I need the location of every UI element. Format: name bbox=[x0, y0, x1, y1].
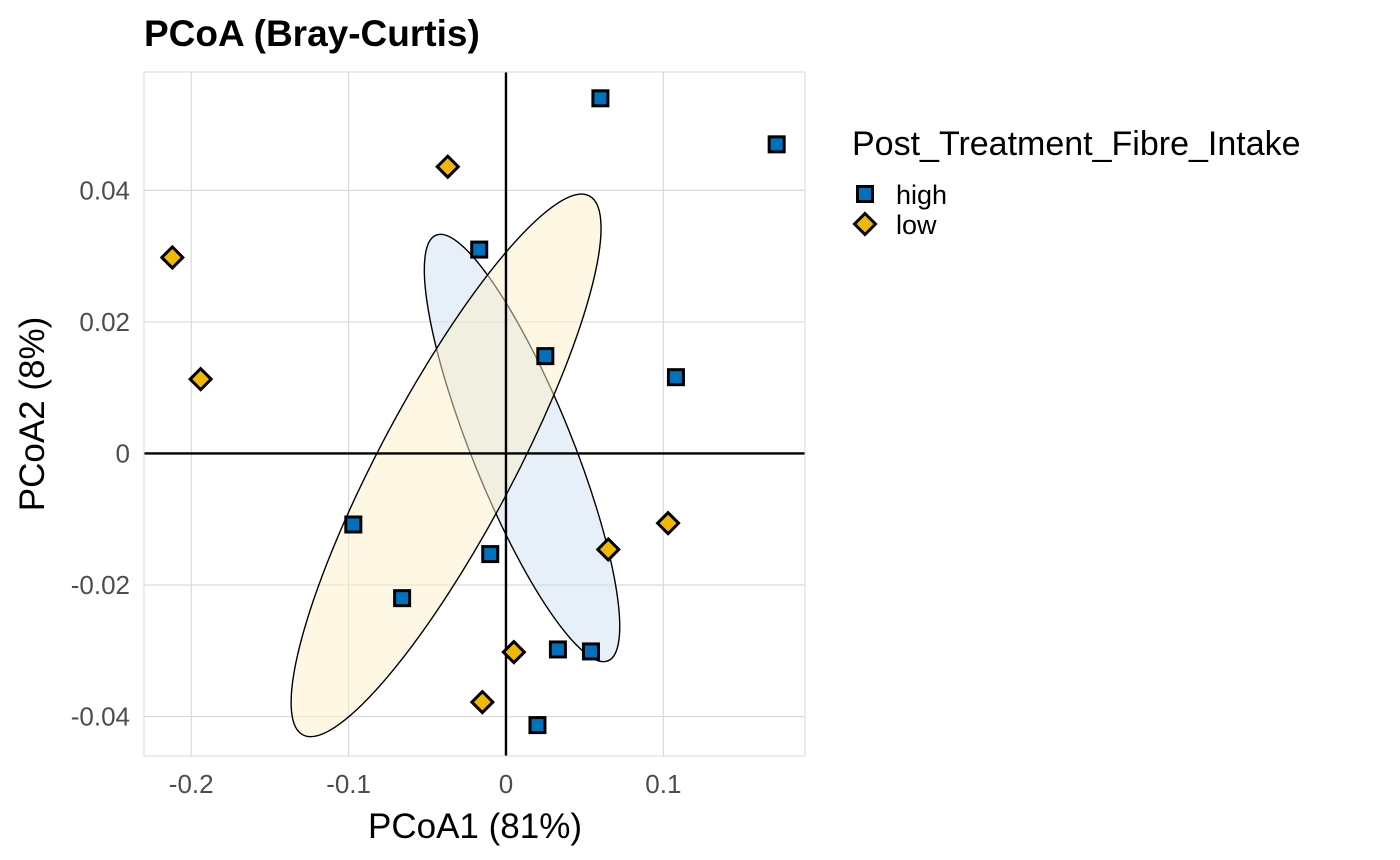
x-axis-title: PCoA1 (81%) bbox=[368, 807, 582, 846]
point-high bbox=[536, 347, 555, 366]
point-low bbox=[655, 510, 681, 536]
data-points bbox=[159, 89, 786, 735]
point-low bbox=[595, 536, 621, 563]
reference-lines bbox=[144, 72, 805, 756]
point-high bbox=[470, 240, 489, 259]
y-axis-title: PCoA2 (8%) bbox=[13, 317, 52, 512]
point-low bbox=[435, 154, 461, 180]
point-high bbox=[393, 589, 412, 608]
y-tick-label: -0.02 bbox=[71, 570, 130, 600]
point-low bbox=[188, 366, 214, 392]
point-high bbox=[481, 545, 500, 564]
x-tick-label: 0 bbox=[499, 769, 513, 799]
point-low bbox=[159, 244, 185, 271]
point-low bbox=[501, 639, 527, 665]
y-axis-tick-labels: -0.04 -0.02 0 0.02 0.04 bbox=[71, 175, 130, 731]
legend-title: Post_Treatment_Fibre_Intake bbox=[852, 125, 1301, 163]
plot-panel-border bbox=[143, 71, 806, 757]
legend-key-high bbox=[856, 185, 874, 203]
legend-label-high: high bbox=[896, 180, 947, 210]
y-tick-label: 0.02 bbox=[79, 307, 130, 337]
point-high bbox=[528, 716, 547, 735]
point-high bbox=[581, 642, 600, 661]
x-axis-tick-labels: -0.2 -0.1 0 0.1 bbox=[169, 769, 682, 799]
point-high bbox=[591, 89, 610, 108]
x-tick-label: -0.2 bbox=[169, 769, 214, 799]
x-tick-label: -0.1 bbox=[326, 769, 371, 799]
point-high bbox=[666, 368, 685, 387]
y-tick-label: -0.04 bbox=[71, 702, 130, 732]
legend-key-low bbox=[852, 211, 878, 237]
point-high bbox=[767, 135, 786, 154]
chart-title: PCoA (Bray-Curtis) bbox=[144, 13, 480, 54]
y-tick-label: 0 bbox=[116, 438, 130, 468]
x-tick-label: 0.1 bbox=[645, 769, 681, 799]
point-high bbox=[344, 515, 363, 534]
y-tick-label: 0.04 bbox=[79, 175, 130, 205]
point-low bbox=[469, 689, 495, 715]
confidence-ellipses bbox=[290, 193, 621, 738]
legend-label-low: low bbox=[896, 210, 937, 240]
point-high bbox=[548, 640, 567, 659]
